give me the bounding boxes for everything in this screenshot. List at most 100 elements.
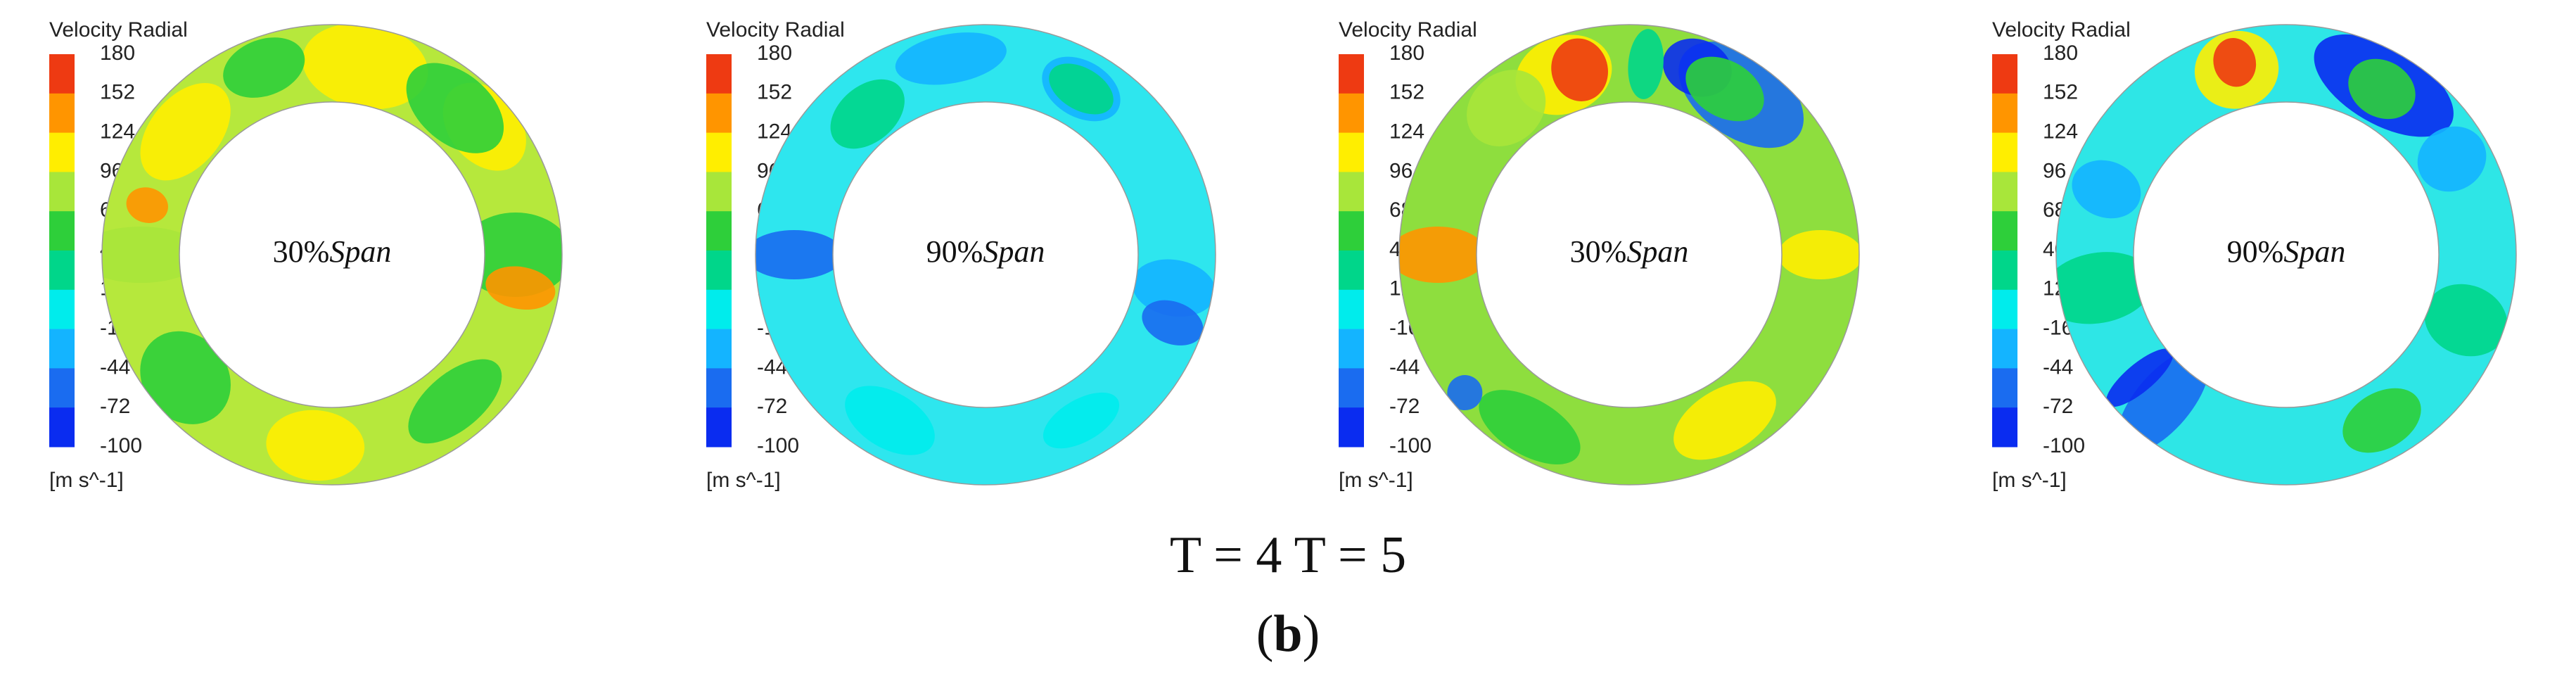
paren: ) <box>1303 605 1320 663</box>
legend-band <box>1339 132 1364 172</box>
legend-unit: [m s^-1] <box>1339 469 1413 492</box>
contour-region <box>845 386 935 455</box>
contour-region <box>1142 300 1204 346</box>
contour-region <box>302 25 428 110</box>
legend-band <box>1992 368 2017 408</box>
contour-region <box>2056 252 2154 324</box>
contour-region <box>408 359 502 444</box>
legend-band <box>1992 407 2017 448</box>
legend-band <box>1339 289 1364 330</box>
legend-band <box>49 132 75 172</box>
legend-unit: [m s^-1] <box>49 469 124 492</box>
contour-region <box>2072 160 2141 219</box>
legend-band <box>706 93 732 134</box>
contour-region <box>830 79 905 149</box>
legend-level: 124 <box>2043 120 2078 144</box>
contour-region <box>1551 38 1608 101</box>
legend-band <box>1992 172 2017 212</box>
legend-band <box>1992 289 2017 330</box>
contour-region <box>2342 388 2421 453</box>
legend-band <box>1992 93 2017 134</box>
legend-level: 180 <box>1389 42 1424 65</box>
legend-band <box>1992 54 2017 94</box>
legend-band <box>49 251 75 291</box>
contour-region <box>895 32 1007 85</box>
panel: Velocity Radial18015212496684012-16-44-7… <box>706 18 1216 492</box>
contour-region <box>266 410 365 481</box>
contour-region <box>1628 29 1664 99</box>
legend-band <box>1992 251 2017 291</box>
legend-level: -100 <box>1389 434 1432 457</box>
contour-region <box>2213 37 2257 87</box>
legend-band <box>1339 329 1364 369</box>
legend-unit: [m s^-1] <box>706 469 781 492</box>
span-label: 30%Span <box>273 234 392 269</box>
contour-region <box>1479 390 1581 465</box>
legend-band <box>706 289 732 330</box>
contour-region <box>1778 230 1859 279</box>
legend-level: 152 <box>100 81 135 104</box>
legend-level: -44 <box>2043 355 2073 379</box>
contour-region <box>1049 63 1114 115</box>
legend-band <box>1339 407 1364 448</box>
contour-region <box>1685 56 1764 122</box>
legend-level: 180 <box>757 42 792 65</box>
legend-level: 152 <box>757 81 792 104</box>
contour-region <box>2117 349 2210 453</box>
legend-band <box>706 251 732 291</box>
legend-title: Velocity Radial <box>49 18 188 42</box>
legend-band <box>1339 251 1364 291</box>
legend-band <box>49 93 75 134</box>
contour-region <box>102 227 204 283</box>
legend-level: 152 <box>2043 81 2078 104</box>
legend-band <box>49 172 75 212</box>
legend-band <box>49 289 75 330</box>
paren: ( <box>1256 605 1274 663</box>
span-label: 90%Span <box>2227 234 2346 269</box>
ring-outline <box>2055 24 2517 486</box>
legend-title: Velocity Radial <box>706 18 845 42</box>
span-value: 90% <box>926 234 983 269</box>
legend-band <box>1992 132 2017 172</box>
contour-ring <box>755 25 1216 485</box>
legend-title: Velocity Radial <box>1992 18 2131 42</box>
contour-region <box>140 331 231 424</box>
legend-level: -100 <box>757 434 799 457</box>
legend-unit: [m s^-1] <box>1992 469 2067 492</box>
legend-band <box>706 407 732 448</box>
legend-level: 180 <box>100 42 135 65</box>
legend-level: -44 <box>1389 355 1420 379</box>
legend-band <box>1992 329 2017 369</box>
contour-region <box>126 187 168 223</box>
letter: b <box>1273 605 1302 663</box>
span-word: Span <box>2283 234 2345 269</box>
contour-region <box>2105 348 2174 407</box>
contour-region <box>485 266 556 310</box>
legend-level: -100 <box>2043 434 2085 457</box>
legend-level: -44 <box>100 355 130 379</box>
contour-region <box>1467 70 1546 146</box>
legend-band <box>706 329 732 369</box>
panel: Velocity Radial18015212496684012-16-44-7… <box>49 18 563 492</box>
span-label: 30%Span <box>1570 234 1689 269</box>
contour-region <box>223 37 305 98</box>
contour-region <box>140 82 231 181</box>
legend-band <box>706 54 732 94</box>
legend-level: -100 <box>100 434 142 457</box>
caption: T = 4 T = 5 <box>1170 526 1406 584</box>
contour-region <box>755 230 843 279</box>
legend-band <box>1339 211 1364 251</box>
subcaption: (b) <box>1256 605 1320 663</box>
legend-level: 152 <box>1389 81 1424 104</box>
legend-level: 96 <box>2043 159 2066 182</box>
legend-band <box>1339 54 1364 94</box>
contour-region <box>1673 381 1776 460</box>
legend-band <box>706 172 732 212</box>
legend-level: -72 <box>1389 395 1420 418</box>
legend-title: Velocity Radial <box>1339 18 1477 42</box>
ring-outline <box>1398 24 1860 486</box>
contour-region <box>2417 126 2487 192</box>
legend-level: 96 <box>1389 159 1413 182</box>
span-word: Span <box>983 234 1045 269</box>
